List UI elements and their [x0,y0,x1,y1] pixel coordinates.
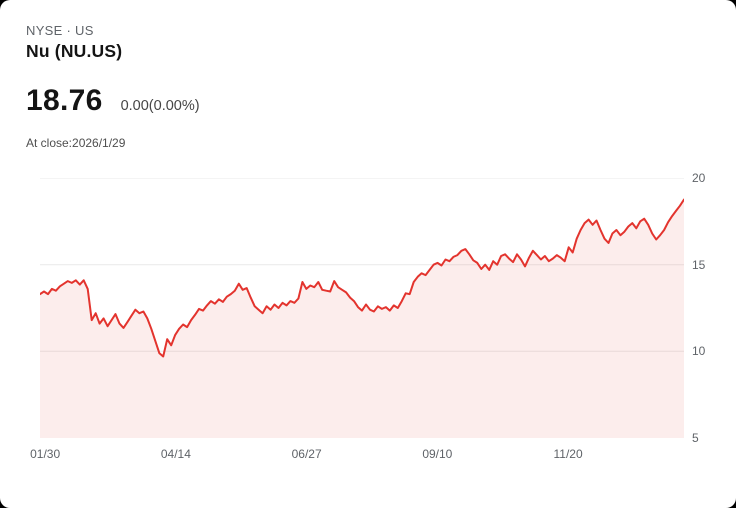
exchange-region-label: NYSE · US [26,23,94,38]
x-axis: 01/30 04/14 06/27 09/10 11/20 [30,447,684,463]
stock-title: Nu (NU.US) [26,41,123,61]
y-axis-label: 5 [692,431,699,445]
price-row: 18.76 0.00(0.00%) [26,84,200,118]
x-axis-label: 09/10 [422,447,453,461]
y-axis-label: 15 [692,257,706,272]
y-axis-label: 20 [692,171,706,185]
x-axis-label: 06/27 [291,447,322,461]
x-axis-label: 11/20 [553,447,583,461]
as-of-timestamp: At close:2026/1/29 [26,136,126,150]
last-price: 18.76 [26,84,103,117]
y-axis-label: 10 [692,344,706,359]
price-area-chart[interactable] [40,178,684,438]
x-axis-label: 01/30 [30,447,61,461]
x-axis-label: 04/14 [160,447,191,461]
price-change: 0.00(0.00%) [120,98,200,114]
price-chart-area[interactable] [40,178,684,438]
